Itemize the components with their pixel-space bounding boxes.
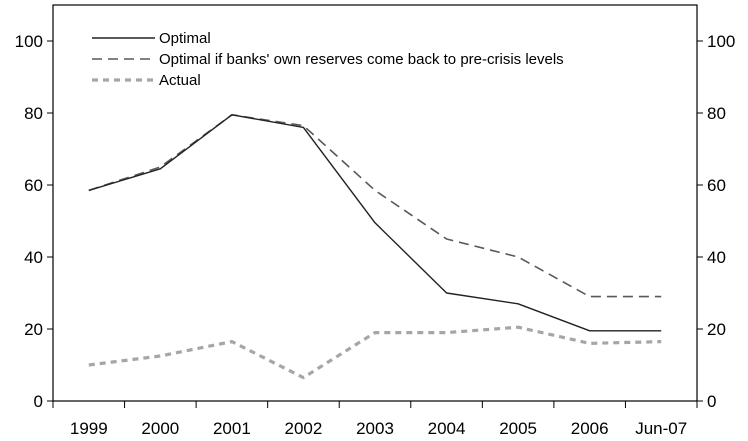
x-tick-label: 2005 — [499, 419, 537, 438]
chart-legend: Optimal Optimal if banks' own reserves co… — [92, 30, 564, 89]
x-tick-label: 2003 — [356, 419, 394, 438]
y-tick-label-right: 100 — [707, 32, 735, 51]
y-tick-label-left: 60 — [24, 176, 43, 195]
series-line-solid — [88, 114, 662, 332]
series-line-dotted — [88, 325, 662, 380]
y-tick-label-left: 100 — [15, 32, 43, 51]
legend-label: Actual — [159, 72, 201, 89]
y-tick-label-right: 20 — [707, 320, 726, 339]
x-tick-label: 2002 — [285, 419, 323, 438]
y-tick-label-right: 80 — [707, 104, 726, 123]
legend-label: Optimal if banks' own reserves come back… — [159, 51, 564, 68]
y-tick-label-right: 60 — [707, 176, 726, 195]
x-tick-label: Jun-07 — [635, 419, 687, 438]
series-line-dashed — [88, 114, 662, 298]
x-tick-label: 2001 — [213, 419, 251, 438]
y-tick-label-left: 20 — [24, 320, 43, 339]
y-tick-label-right: 40 — [707, 248, 726, 267]
series-layer — [88, 114, 662, 380]
x-tick-label: 2000 — [141, 419, 179, 438]
y-tick-label-right: 0 — [707, 392, 716, 411]
plot-area-frame — [52, 4, 698, 402]
x-tick-label: 2004 — [428, 419, 466, 438]
y-tick-label-left: 80 — [24, 104, 43, 123]
x-tick-label: 2006 — [571, 419, 609, 438]
legend-label: Optimal — [159, 30, 211, 47]
y-tick-label-left: 0 — [34, 392, 43, 411]
y-tick-label-left: 40 — [24, 248, 43, 267]
chart-axes: 0 0 20 20 40 40 60 60 80 80 100 100 1999 2000 2001 2002… — [15, 4, 735, 438]
x-tick-label: 1999 — [70, 419, 108, 438]
